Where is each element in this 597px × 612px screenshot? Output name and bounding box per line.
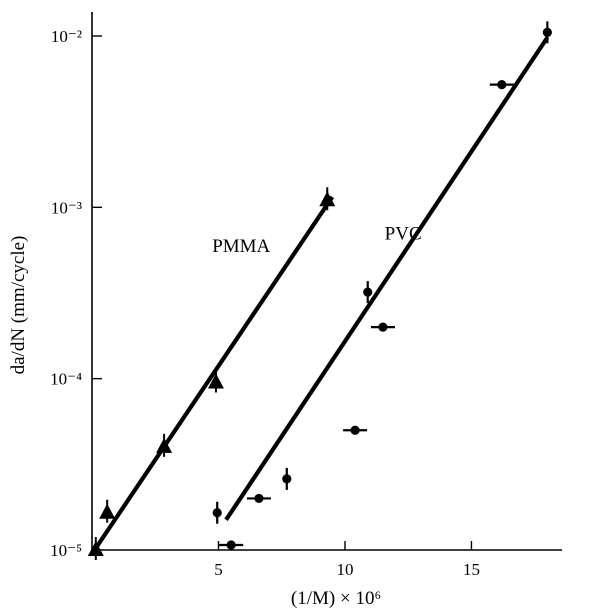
pvc-data-point [343,425,368,435]
x-tick-label: 5 [214,560,223,579]
circle-marker [254,493,264,504]
y-tick-label: 10⁻⁴ [50,370,82,389]
plot-area [87,21,552,560]
circle-marker [212,508,222,518]
triangle-marker [207,373,224,389]
triangle-marker [156,437,173,453]
y-tick-label: 10⁻² [51,27,82,46]
circle-marker [497,80,507,90]
y-axis-label: da/dN (mm/cycle) [8,236,29,375]
triangle-marker [99,503,116,519]
triangle-marker [87,541,104,556]
series-pmma [87,187,336,560]
series-label-pmma: PMMA [212,236,270,257]
x-tick-label: 10 [336,560,353,579]
pvc-data-point [542,21,552,44]
series-pvc [212,21,552,550]
pmma-data-point [87,537,104,560]
pvc-data-point [363,281,373,304]
pmma-data-point [99,499,116,523]
pvc-data-point [370,322,395,332]
x-axis-label: (1/M) × 10⁶ [291,588,381,609]
circle-marker [378,322,388,332]
pvc-data-point [489,80,514,90]
triangle-marker [319,191,336,207]
axes [91,12,562,551]
ticks: 5 10 15 10⁻⁵ 10⁻⁴ 10⁻³ 10⁻² [50,27,480,579]
pvc-data-point [212,501,222,524]
pvc-data-point [282,467,292,490]
pmma-data-point [207,369,224,393]
circle-marker [350,425,360,435]
pmma-data-point [156,433,173,457]
pmma-data-point [319,187,336,211]
x-tick-label: 15 [463,560,480,579]
circle-marker [542,27,552,37]
circle-marker [226,540,236,550]
pvc-data-point [219,540,244,550]
y-tick-label: 10⁻³ [51,198,82,217]
circle-marker [363,287,373,297]
pmma-fit-line [92,195,335,552]
circle-marker [282,474,292,484]
pvc-data-point [246,493,271,504]
series-labels: PMMA PVC [212,223,421,256]
series-label-pvc: PVC [385,223,422,244]
pvc-fit-line [224,36,550,521]
y-tick-label: 10⁻⁵ [50,541,82,560]
